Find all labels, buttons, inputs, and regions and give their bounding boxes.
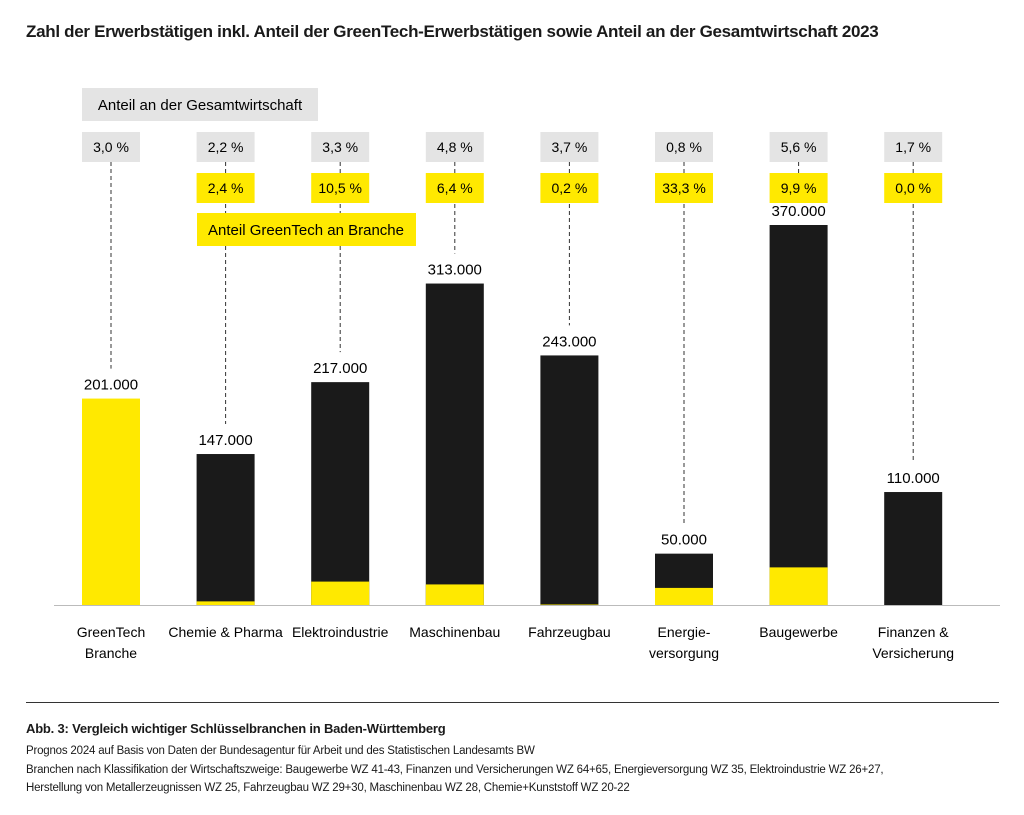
figure-caption: Abb. 3: Vergleich wichtiger Schlüsselbra… (26, 721, 446, 736)
value-label: 201.000 (84, 377, 138, 394)
share-total-label: 3,0 % (93, 139, 129, 155)
category-label: Energie- (658, 624, 711, 640)
category-label: Baugewerbe (759, 624, 838, 640)
share-total-box (196, 132, 255, 162)
value-label: 50.000 (661, 532, 707, 549)
classification-note-2: Herstellung von Metallerzeugnissen WZ 25… (26, 782, 630, 794)
share-total-label: 3,3 % (322, 139, 358, 155)
bar-6 (769, 225, 828, 605)
value-label: 370.000 (771, 203, 825, 220)
category-label: GreenTech (77, 624, 145, 640)
share-greentech-box (655, 173, 713, 203)
legend-greentech (197, 213, 416, 246)
bar-greentech-part-1 (196, 601, 255, 605)
share-total-box (769, 132, 828, 162)
share-total-box (311, 132, 370, 162)
share-greentech-box (311, 173, 370, 203)
source-note: Prognos 2024 auf Basis von Daten der Bun… (26, 745, 535, 757)
share-total-label: 5,6 % (781, 139, 817, 155)
category-label: Chemie & Pharma (168, 624, 283, 640)
classification-note-1: Branchen nach Klassifikation der Wirtsch… (26, 764, 884, 776)
share-greentech-label: 33,3 % (662, 180, 706, 196)
share-greentech-box (540, 173, 599, 203)
share-greentech-box (425, 173, 484, 203)
share-greentech-label: 2,4 % (208, 180, 244, 196)
bar-greentech-part-5 (655, 587, 713, 605)
share-total-box (425, 132, 484, 162)
share-total-box (884, 132, 943, 162)
bar-0 (82, 398, 140, 605)
share-total-box (655, 132, 713, 162)
share-greentech-label: 6,4 % (437, 180, 473, 196)
divider (26, 702, 999, 703)
category-label: Elektroindustrie (292, 624, 389, 640)
category-label: Finanzen & (878, 624, 949, 640)
bar-greentech-part-6 (769, 567, 828, 605)
bar-1 (196, 454, 255, 605)
value-label: 147.000 (198, 432, 252, 449)
bar-chart: Anteil an der Gesamtwirtschaft 201.000 3,0… (54, 88, 1000, 661)
share-greentech-box (884, 173, 943, 203)
bar-greentech-part-3 (425, 584, 484, 605)
share-total-label: 0,8 % (666, 139, 702, 155)
chart-title: Zahl der Erwerbstätigen inkl. Anteil der… (26, 22, 879, 41)
category-label: Versicherung (872, 645, 954, 661)
share-total-label: 1,7 % (895, 139, 931, 155)
share-greentech-label: 9,9 % (781, 180, 817, 196)
value-label: 243.000 (542, 333, 596, 350)
category-label: versorgung (649, 645, 719, 661)
share-greentech-box (769, 173, 828, 203)
bar-3 (425, 283, 484, 605)
bar-greentech-part-2 (311, 581, 370, 605)
share-greentech-box (196, 173, 255, 203)
category-label: Fahrzeugbau (528, 624, 611, 640)
share-greentech-label: 0,2 % (551, 180, 587, 196)
share-greentech-label: 0,0 % (895, 180, 931, 196)
legend-total-economy-label: Anteil an der Gesamtwirtschaft (98, 97, 303, 114)
share-total-box (540, 132, 599, 162)
share-total-label: 3,7 % (551, 139, 587, 155)
category-label: Maschinenbau (409, 624, 500, 640)
share-total-box (82, 132, 140, 162)
bar-2 (311, 382, 370, 605)
legend-greentech-label: Anteil GreenTech an Branche (208, 222, 404, 239)
bar-4 (540, 355, 599, 605)
value-label: 110.000 (887, 470, 940, 487)
bar-7 (884, 492, 943, 605)
share-total-label: 2,2 % (208, 139, 244, 155)
share-greentech-label: 10,5 % (318, 180, 362, 196)
value-label: 313.000 (428, 262, 482, 279)
legend-total-economy (82, 88, 318, 121)
value-label: 217.000 (313, 360, 367, 377)
category-label: Branche (85, 645, 137, 661)
share-total-label: 4,8 % (437, 139, 473, 155)
